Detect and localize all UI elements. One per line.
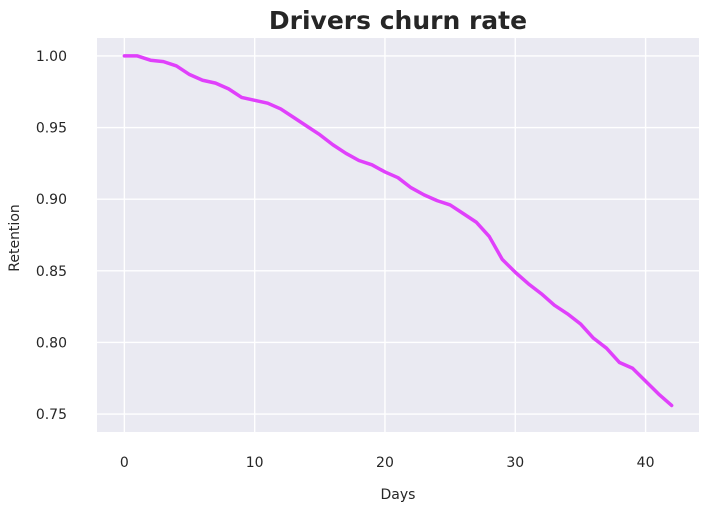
y-tick-label: 0.85 [36, 264, 67, 280]
x-tick-label: 0 [120, 455, 129, 471]
y-tick-label: 1.00 [36, 49, 67, 65]
y-tick-labels: 0.75 0.80 0.85 0.90 0.95 1.00 [36, 49, 67, 423]
chart-title: Drivers churn rate [269, 6, 527, 35]
grid-lines [97, 38, 699, 432]
x-tick-label: 10 [246, 455, 264, 471]
x-tick-label: 40 [637, 455, 655, 471]
y-tick-label: 0.80 [36, 335, 67, 351]
x-tick-label: 20 [376, 455, 394, 471]
y-tick-label: 0.90 [36, 192, 67, 208]
series-layer [122, 54, 674, 408]
retention-line [122, 54, 674, 408]
y-tick-label: 0.95 [36, 121, 67, 137]
y-axis-label: Retention [7, 204, 23, 272]
x-tick-label: 30 [506, 455, 524, 471]
x-tick-labels: 0 10 20 30 40 [120, 455, 655, 471]
plot-area [97, 38, 699, 432]
x-axis-label: Days [381, 487, 416, 503]
y-tick-label: 0.75 [36, 407, 67, 423]
